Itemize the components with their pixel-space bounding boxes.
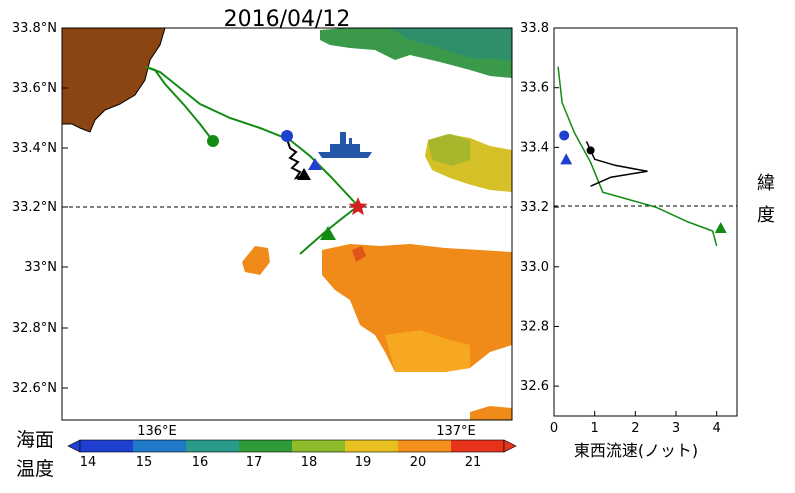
ship-track-line-3: [299, 205, 359, 255]
current-track-line: [285, 135, 305, 180]
colorbar-cells: [79, 439, 505, 453]
side-series-line-2: [585, 141, 648, 187]
colorbar-tick: 21: [465, 455, 482, 470]
blue-start-marker: [281, 130, 293, 142]
side-series-layer: [557, 66, 718, 247]
blue-end-marker: [308, 158, 322, 170]
colorbar-cell: [239, 440, 293, 452]
lat-label: 32.8°N: [12, 321, 57, 336]
colorbar-tick: 15: [136, 455, 153, 470]
side-y-tick-label: 33.4: [520, 140, 549, 155]
side-y-tick-label: 32.8: [520, 319, 549, 334]
side-panel-frame: [553, 27, 738, 417]
colorbar-tick: 18: [301, 455, 318, 470]
reference-star-marker: [348, 197, 368, 216]
ship-icon: [318, 132, 372, 158]
track-start-marker: [207, 135, 219, 147]
lat-label: 33.8°N: [12, 21, 57, 36]
colorbar-cell: [186, 440, 240, 452]
lat-label: 33.4°N: [12, 141, 57, 156]
sst-patch-red-spot: [352, 246, 366, 262]
lat-label: 32.6°N: [12, 381, 57, 396]
ship-track-line-2: [145, 66, 214, 142]
side-panel: 33.8 33.6 33.4 33.2 33.0 32.8 32.6 0 1 2 3 4 東西流速(…: [520, 21, 775, 460]
side-x-tick-label: 3: [672, 421, 680, 436]
colorbar-cell: [80, 440, 134, 452]
main-map-panel: 33.8°N 33.6°N 33.4°N 33.2°N 33°N 32.8°N …: [12, 21, 513, 439]
side-y-tick-label: 33.0: [520, 260, 549, 275]
colorbar-cell: [292, 440, 346, 452]
colorbar-tick: 16: [192, 455, 209, 470]
lon-label: 136°E: [137, 424, 177, 439]
side-markers: [559, 130, 727, 233]
map-lon-labels: 136°E 137°E: [137, 424, 476, 439]
sst-patches: [242, 28, 512, 420]
colorbar-cell: [345, 440, 399, 452]
track-end-marker: [320, 226, 336, 240]
colorbar-tick: 20: [410, 455, 427, 470]
side-green-triangle-marker: [714, 221, 727, 233]
colorbar-max-extend: [503, 439, 517, 453]
side-blue-triangle-marker: [560, 153, 573, 165]
lat-label: 33°N: [24, 260, 57, 275]
side-x-tick-labels: 0 1 2 3 4: [550, 411, 721, 436]
sst-patch-orange-light: [385, 330, 470, 372]
colorbar-tick: 14: [80, 455, 97, 470]
side-ylabel-line2: 度: [757, 205, 775, 226]
side-ylabel-line1: 緯: [757, 173, 775, 194]
current-end-marker: [297, 168, 311, 180]
sst-patch-green-northeast-deep: [390, 28, 512, 60]
side-x-tick-label: 0: [550, 421, 558, 436]
colorbar-min-extend: [67, 439, 81, 453]
colorbar-label-line1: 海面: [16, 429, 54, 451]
colorbar-tick: 17: [246, 455, 263, 470]
sst-patch-yellowgreen: [428, 134, 470, 166]
side-y-tick-label: 32.6: [520, 379, 549, 394]
side-y-tick-label: 33.2: [520, 200, 549, 215]
side-xlabel: 東西流速(ノット): [574, 441, 698, 460]
colorbar-tick-labels: 14 15 16 17 18 19 20 21: [80, 455, 482, 470]
side-y-tick-label: 33.6: [520, 81, 549, 96]
map-lat-labels: 33.8°N 33.6°N 33.4°N 33.2°N 33°N 32.8°N …: [12, 21, 57, 396]
colorbar-label-line2: 温度: [16, 458, 54, 480]
land-area: [61, 27, 166, 133]
lat-label: 33.2°N: [12, 200, 57, 215]
sst-patch-orange-large: [322, 244, 512, 372]
colorbar-cell: [398, 440, 452, 452]
colorbar-tick: 19: [355, 455, 372, 470]
side-x-tick-label: 4: [713, 421, 721, 436]
map-frame: [61, 27, 513, 421]
colorbar-cell: [451, 440, 505, 452]
colorbar-cell: [133, 440, 187, 452]
side-series-line-1: [557, 66, 718, 247]
side-y-tick-labels: 33.8 33.6 33.4 33.2 33.0 32.8 32.6: [520, 21, 559, 394]
sst-patch-orange-small: [242, 246, 270, 275]
side-x-tick-label: 2: [631, 421, 639, 436]
sst-colorbar: 海面 温度 14 15 16 17 18 19 20 21: [16, 429, 517, 480]
map-lat-tick-marks: [62, 27, 68, 389]
ship-track: [145, 66, 359, 255]
lat-label: 33.6°N: [12, 81, 57, 96]
current-track: [285, 135, 305, 180]
side-black-circle-marker: [586, 146, 595, 155]
sst-patch-orange-bottom: [470, 406, 512, 420]
ship-track-line-1: [145, 66, 359, 207]
side-blue-circle-marker: [559, 130, 570, 141]
side-x-tick-label: 1: [591, 421, 599, 436]
lon-label: 137°E: [436, 424, 476, 439]
side-y-tick-label: 33.8: [520, 21, 549, 36]
